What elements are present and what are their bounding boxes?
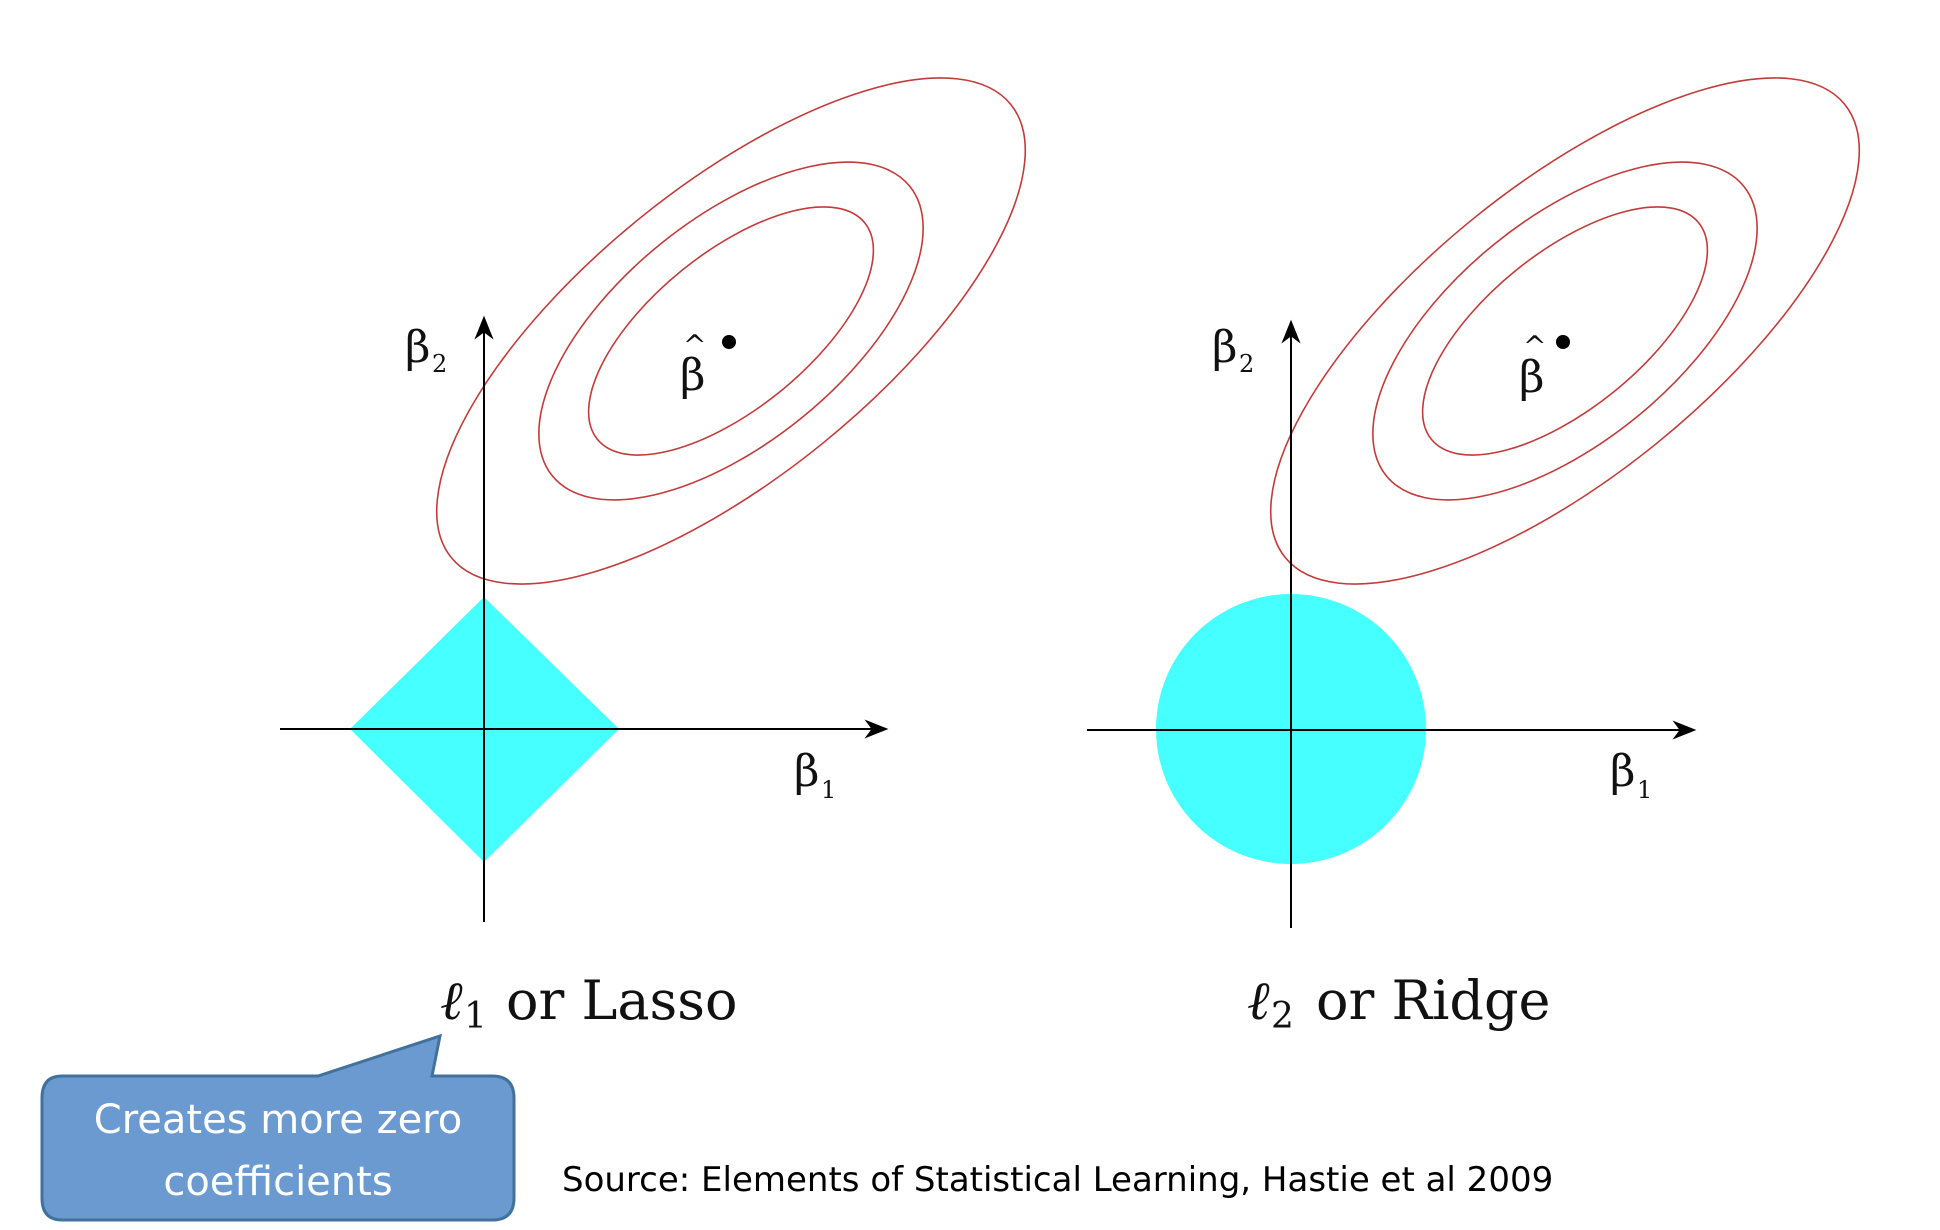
ridge-caption-sub: 2 [1271, 996, 1294, 1037]
ridge-beta-hat-point [1556, 335, 1570, 349]
lasso-contours [435, 77, 1027, 585]
ridge-x-axis-sub: 1 [1637, 776, 1652, 804]
lasso-panel: ^ β β 2 β 1 ℓ 1 or Lasso [280, 77, 1027, 1037]
lasso-beta-hat-caret: ^ [683, 329, 706, 362]
ridge-contour-inner [1421, 206, 1709, 456]
ridge-y-axis-label: β [1212, 322, 1237, 373]
ridge-contours [1269, 77, 1861, 585]
callout-line-1: Creates more zero [94, 1097, 462, 1143]
lasso-x-axis-label: β [794, 746, 819, 797]
lasso-caption-ell: ℓ [440, 969, 463, 1032]
ridge-contour-outer [1269, 77, 1861, 585]
ridge-panel: ^ β β 2 β 1 ℓ 2 or Ridge [1087, 77, 1861, 1037]
lasso-beta-hat-label: β [680, 350, 705, 401]
lasso-caption-text: or Lasso [506, 969, 737, 1032]
lasso-beta-hat-point [722, 335, 736, 349]
source-citation: Source: Elements of Statistical Learning… [562, 1160, 1554, 1200]
lasso-contour-inner [587, 206, 875, 456]
ridge-x-axis-label: β [1610, 746, 1635, 797]
ridge-caption-ell: ℓ [1247, 969, 1270, 1032]
ridge-contour-middle [1372, 161, 1758, 501]
ridge-caption-text: or Ridge [1316, 969, 1551, 1032]
ridge-beta-hat-label: β [1519, 352, 1544, 403]
callout-line-2: coefficients [163, 1159, 392, 1205]
ridge-beta-hat-caret: ^ [1523, 330, 1546, 363]
callout-bubble [40, 1033, 516, 1222]
callout: Creates more zero coefficients [40, 1033, 516, 1222]
lasso-x-axis-sub: 1 [821, 776, 836, 804]
lasso-caption-sub: 1 [464, 996, 487, 1037]
lasso-y-axis-sub: 2 [432, 350, 447, 378]
lasso-contour-outer [435, 77, 1027, 585]
lasso-contour-middle [538, 161, 924, 501]
ridge-y-axis-sub: 2 [1239, 350, 1254, 378]
lasso-y-axis-label: β [405, 322, 430, 373]
